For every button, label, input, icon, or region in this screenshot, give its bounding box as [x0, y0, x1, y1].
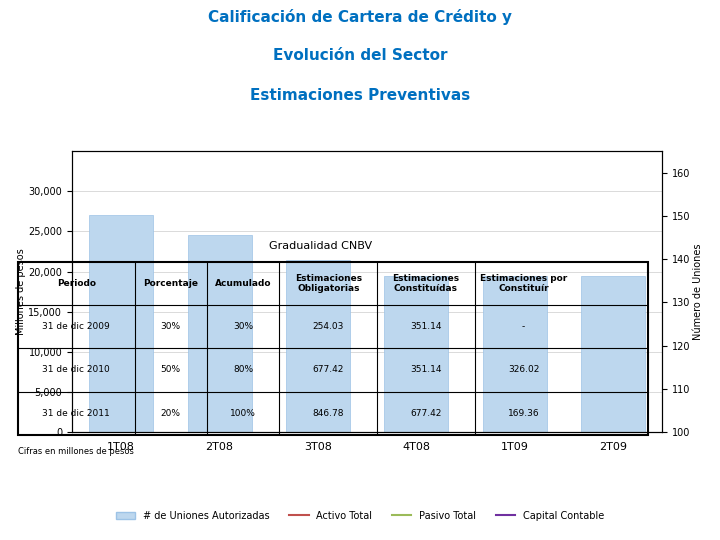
- Text: 31 de dic 2010: 31 de dic 2010: [42, 366, 110, 374]
- Text: Estimaciones por
Constituír: Estimaciones por Constituír: [480, 274, 567, 293]
- Text: 30%: 30%: [161, 322, 181, 331]
- Bar: [286, 260, 350, 432]
- Text: 50%: 50%: [161, 366, 181, 374]
- Text: 677.42: 677.42: [312, 366, 344, 374]
- Text: 254.03: 254.03: [312, 322, 344, 331]
- Y-axis label: Número de Uniones: Número de Uniones: [693, 244, 703, 340]
- Bar: [89, 215, 153, 432]
- Text: Calificación de Cartera de Crédito y: Calificación de Cartera de Crédito y: [208, 9, 512, 25]
- Text: 351.14: 351.14: [410, 366, 441, 374]
- Text: 80%: 80%: [233, 366, 253, 374]
- Text: Periodo: Periodo: [57, 279, 96, 288]
- Text: 169.36: 169.36: [508, 409, 539, 417]
- Text: 30%: 30%: [233, 322, 253, 331]
- Text: 351.14: 351.14: [410, 322, 441, 331]
- Text: Cifras en millones de pesos: Cifras en millones de pesos: [18, 447, 134, 456]
- Text: 326.02: 326.02: [508, 366, 539, 374]
- Text: -: -: [522, 322, 525, 331]
- Legend: # de Uniones Autorizadas, Activo Total, Pasivo Total, Capital Contable: # de Uniones Autorizadas, Activo Total, …: [112, 507, 608, 524]
- Bar: [384, 275, 449, 432]
- Text: Evolución del Sector: Evolución del Sector: [273, 49, 447, 64]
- Text: Estimaciones Preventivas: Estimaciones Preventivas: [250, 88, 470, 103]
- Text: 20%: 20%: [161, 409, 181, 417]
- Text: Gradualidad CNBV: Gradualidad CNBV: [269, 241, 372, 251]
- Bar: [581, 275, 645, 432]
- Bar: [188, 235, 251, 432]
- Text: Porcentaje: Porcentaje: [143, 279, 198, 288]
- Text: 31 de dic 2011: 31 de dic 2011: [42, 409, 110, 417]
- Bar: [483, 275, 546, 432]
- Text: 677.42: 677.42: [410, 409, 441, 417]
- Text: Estimaciones
Obligatorias: Estimaciones Obligatorias: [294, 274, 362, 293]
- Y-axis label: Millones de pesos: Millones de pesos: [16, 248, 25, 335]
- Text: 31 de dic 2009: 31 de dic 2009: [42, 322, 110, 331]
- Text: 100%: 100%: [230, 409, 256, 417]
- Text: Acumulado: Acumulado: [215, 279, 271, 288]
- Text: 846.78: 846.78: [312, 409, 344, 417]
- Text: Estimaciones
Constituídas: Estimaciones Constituídas: [392, 274, 459, 293]
